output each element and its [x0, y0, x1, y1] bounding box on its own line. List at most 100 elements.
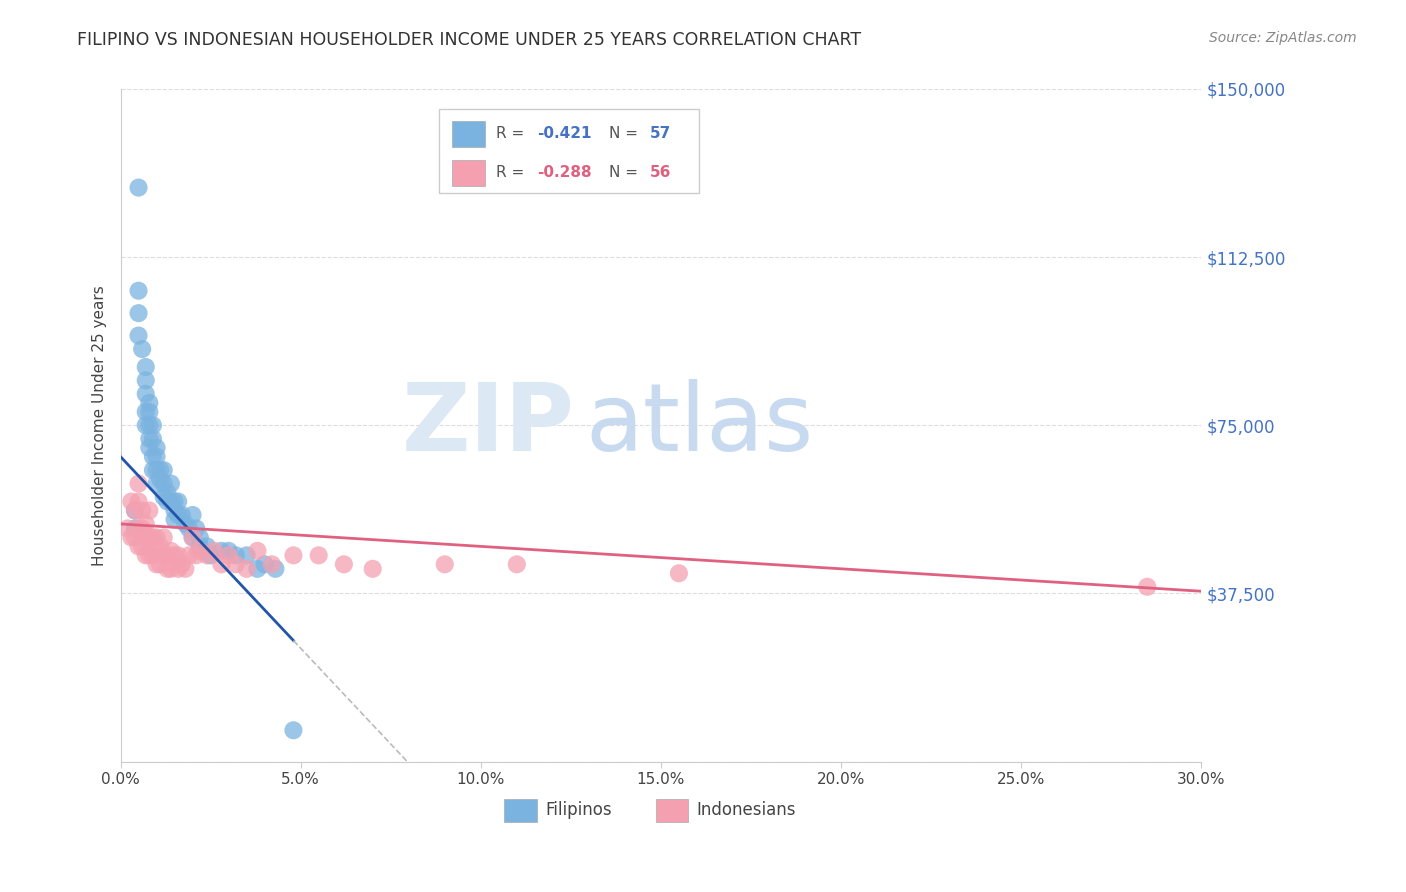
Point	[174, 516, 197, 531]
Point	[160, 562, 183, 576]
Point	[188, 530, 211, 544]
Point	[264, 562, 287, 576]
Point	[128, 306, 150, 320]
Point	[135, 387, 157, 401]
Point	[225, 558, 247, 572]
Point	[167, 494, 190, 508]
Point	[128, 521, 150, 535]
Point	[145, 450, 167, 464]
Point	[181, 530, 204, 544]
Point	[167, 508, 190, 522]
Point	[142, 530, 165, 544]
Point	[152, 463, 174, 477]
Text: Indonesians: Indonesians	[696, 801, 796, 819]
Point	[160, 544, 183, 558]
Point	[128, 328, 150, 343]
Text: R =: R =	[495, 166, 529, 180]
Point	[235, 562, 257, 576]
Text: N =: N =	[609, 127, 643, 142]
Point	[145, 558, 167, 572]
Point	[128, 284, 150, 298]
Point	[156, 494, 179, 508]
Text: R =: R =	[495, 127, 529, 142]
Point	[138, 396, 160, 410]
Point	[135, 516, 157, 531]
Point	[218, 549, 240, 563]
Point	[124, 521, 146, 535]
Point	[124, 503, 146, 517]
Point	[177, 549, 200, 563]
Point	[218, 544, 240, 558]
FancyBboxPatch shape	[453, 120, 485, 147]
Point	[138, 405, 160, 419]
Point	[361, 562, 384, 576]
Point	[181, 508, 204, 522]
Point	[163, 549, 186, 563]
Point	[152, 549, 174, 563]
Point	[145, 463, 167, 477]
Text: Source: ZipAtlas.com: Source: ZipAtlas.com	[1209, 31, 1357, 45]
Point	[209, 558, 232, 572]
Point	[131, 540, 153, 554]
FancyBboxPatch shape	[655, 798, 688, 822]
Point	[135, 359, 157, 374]
Point	[128, 180, 150, 194]
Text: FILIPINO VS INDONESIAN HOUSEHOLDER INCOME UNDER 25 YEARS CORRELATION CHART: FILIPINO VS INDONESIAN HOUSEHOLDER INCOM…	[77, 31, 862, 49]
Point	[142, 463, 165, 477]
Point	[149, 472, 172, 486]
Point	[160, 494, 183, 508]
Point	[138, 503, 160, 517]
Point	[152, 530, 174, 544]
Point	[120, 530, 142, 544]
Point	[167, 549, 190, 563]
Point	[124, 530, 146, 544]
Point	[200, 549, 222, 563]
Point	[333, 558, 356, 572]
Point	[145, 530, 167, 544]
FancyBboxPatch shape	[453, 160, 485, 186]
Point	[188, 540, 211, 554]
Point	[186, 521, 208, 535]
Text: 56: 56	[650, 166, 672, 180]
Point	[188, 544, 211, 558]
Point	[433, 558, 456, 572]
Point	[177, 521, 200, 535]
FancyBboxPatch shape	[505, 798, 537, 822]
Point	[138, 441, 160, 455]
Point	[120, 494, 142, 508]
Text: -0.421: -0.421	[537, 127, 591, 142]
Point	[170, 558, 193, 572]
Point	[308, 549, 330, 563]
Point	[149, 463, 172, 477]
Point	[163, 503, 186, 517]
Text: Filipinos: Filipinos	[546, 801, 612, 819]
Point	[246, 544, 269, 558]
Point	[145, 544, 167, 558]
Point	[135, 418, 157, 433]
Point	[131, 342, 153, 356]
Text: N =: N =	[609, 166, 643, 180]
Point	[152, 476, 174, 491]
Point	[149, 540, 172, 554]
Point	[142, 418, 165, 433]
Point	[186, 549, 208, 563]
Point	[138, 530, 160, 544]
Point	[225, 549, 247, 563]
Point	[195, 540, 218, 554]
Text: -0.288: -0.288	[537, 166, 592, 180]
Point	[506, 558, 529, 572]
Point	[131, 521, 153, 535]
Point	[149, 558, 172, 572]
Point	[209, 544, 232, 558]
Point	[128, 476, 150, 491]
Text: 57: 57	[650, 127, 671, 142]
Point	[135, 549, 157, 563]
Point	[202, 544, 225, 558]
Point	[145, 476, 167, 491]
Point	[283, 549, 305, 563]
Point	[253, 558, 276, 572]
Point	[160, 476, 183, 491]
Point	[142, 432, 165, 446]
Point	[135, 373, 157, 387]
Point	[283, 723, 305, 738]
